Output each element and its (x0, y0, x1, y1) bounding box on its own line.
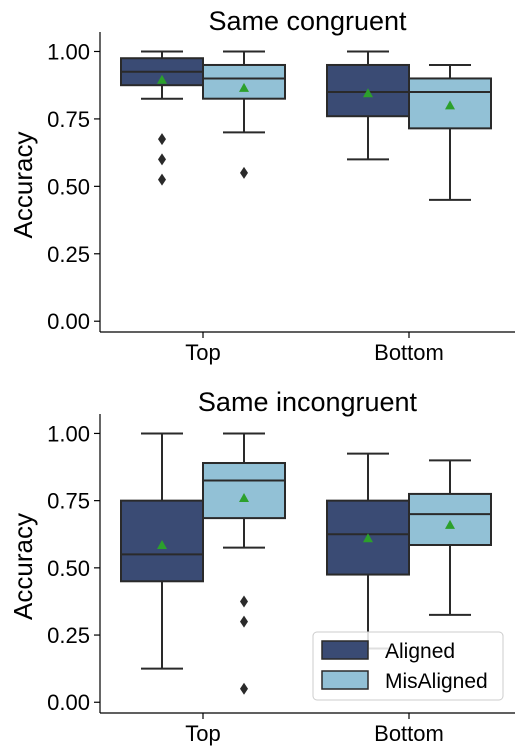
legend-swatch-aligned (321, 640, 369, 660)
box-body (202, 63, 286, 100)
y-tick-label: 1.00 (47, 39, 90, 64)
legend-label-misaligned: MisAligned (385, 670, 488, 693)
x-tick-label: Top (185, 340, 220, 365)
mean-marker (239, 492, 249, 502)
subplot-2: Same incongruent Accuracy 0.00 0.25 0.50 0.75… (8, 387, 515, 746)
y-axis-label: Accuracy (8, 132, 38, 239)
y-axis-label: Accuracy (8, 513, 38, 620)
legend-swatch-misaligned (321, 670, 369, 690)
y-tick-label: 0.50 (47, 174, 90, 199)
box-aligned-top (120, 432, 204, 670)
y-tick-label: 1.00 (47, 421, 90, 446)
mean-marker (445, 519, 455, 529)
y-tick-label: 0.25 (47, 623, 90, 648)
box-misaligned-top (202, 432, 286, 695)
box-aligned-bottom (326, 452, 410, 650)
outlier-point (158, 153, 166, 166)
mean-marker (445, 100, 455, 110)
mean-marker (157, 539, 167, 549)
box-body (408, 492, 492, 546)
y-tick-label: 0.50 (47, 556, 90, 581)
box-misaligned-bottom (408, 63, 492, 201)
box-body (202, 462, 286, 520)
y-tick-label: 0.25 (47, 242, 90, 267)
x-tick-label: Top (185, 721, 220, 746)
y-tick-label: 0.00 (47, 309, 90, 334)
y-tick-label: 0.00 (47, 690, 90, 715)
chart-title: Same congruent (208, 6, 407, 36)
legend: Aligned MisAligned (312, 631, 504, 701)
box-aligned-top (120, 50, 204, 186)
mean-marker (239, 82, 249, 92)
box-misaligned-top (202, 50, 286, 179)
outlier-point (240, 595, 248, 608)
outlier-point (240, 166, 248, 179)
mean-marker (157, 74, 167, 84)
legend-label-aligned: Aligned (385, 640, 455, 663)
x-tick-label: Bottom (374, 340, 444, 365)
mean-marker (363, 88, 373, 98)
outlier-point (158, 173, 166, 186)
outlier-point (240, 615, 248, 628)
outlier-point (240, 682, 248, 695)
y-tick-label: 0.75 (47, 107, 90, 132)
subplot-1: Same congruent Accuracy 0.00 0.25 0.50 0.75 1.… (8, 6, 515, 365)
box-misaligned-bottom (408, 459, 492, 616)
outlier-point (158, 133, 166, 146)
chart-title: Same incongruent (198, 387, 418, 417)
box-aligned-bottom (326, 50, 410, 161)
mean-marker (363, 533, 373, 543)
y-tick-label: 0.75 (47, 489, 90, 514)
x-tick-label: Bottom (374, 721, 444, 746)
